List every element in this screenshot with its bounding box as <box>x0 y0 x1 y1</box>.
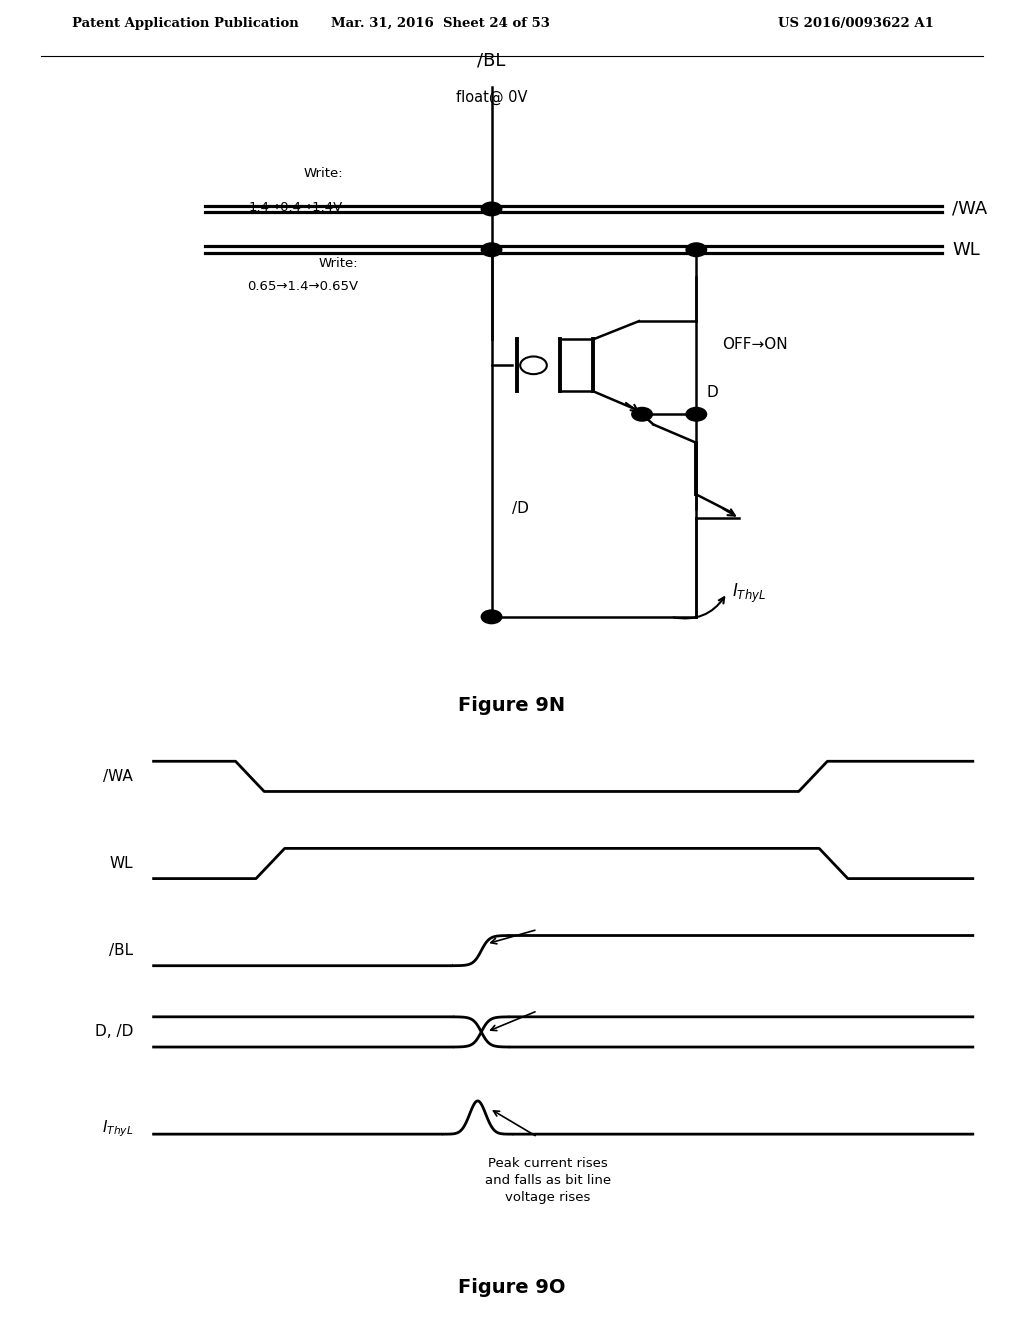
Circle shape <box>632 408 652 421</box>
Circle shape <box>686 408 707 421</box>
Text: /WA: /WA <box>103 768 133 784</box>
Text: $I_{ThyL}$: $I_{ThyL}$ <box>732 581 766 605</box>
Text: US 2016/0093622 A1: US 2016/0093622 A1 <box>778 17 934 30</box>
Text: Figure 9O: Figure 9O <box>459 1278 565 1296</box>
Circle shape <box>481 243 502 256</box>
Text: OFF→ON: OFF→ON <box>722 338 787 352</box>
Text: /D: /D <box>512 500 528 516</box>
Text: Write:: Write: <box>318 256 358 269</box>
Text: Write:: Write: <box>303 168 343 181</box>
Text: Mar. 31, 2016  Sheet 24 of 53: Mar. 31, 2016 Sheet 24 of 53 <box>331 17 550 30</box>
Circle shape <box>481 202 502 215</box>
Text: Peak current rises
and falls as bit line
voltage rises: Peak current rises and falls as bit line… <box>484 1158 611 1204</box>
Text: $I_{ThyL}$: $I_{ThyL}$ <box>101 1118 133 1139</box>
Text: 0.65→1.4→0.65V: 0.65→1.4→0.65V <box>247 280 358 293</box>
Text: /WA: /WA <box>952 199 987 218</box>
Circle shape <box>481 610 502 623</box>
Text: WL: WL <box>110 855 133 871</box>
Text: D, /D: D, /D <box>95 1024 133 1039</box>
Text: WL: WL <box>952 240 980 259</box>
Text: /BL: /BL <box>109 942 133 958</box>
Circle shape <box>686 243 707 256</box>
Text: Patent Application Publication: Patent Application Publication <box>72 17 298 30</box>
Text: /BL: /BL <box>477 51 506 70</box>
Text: float@ 0V: float@ 0V <box>456 90 527 106</box>
Text: Figure 9N: Figure 9N <box>459 697 565 715</box>
Text: 1.4→0.4→1.4V: 1.4→0.4→1.4V <box>249 201 343 214</box>
Text: D: D <box>707 385 718 400</box>
